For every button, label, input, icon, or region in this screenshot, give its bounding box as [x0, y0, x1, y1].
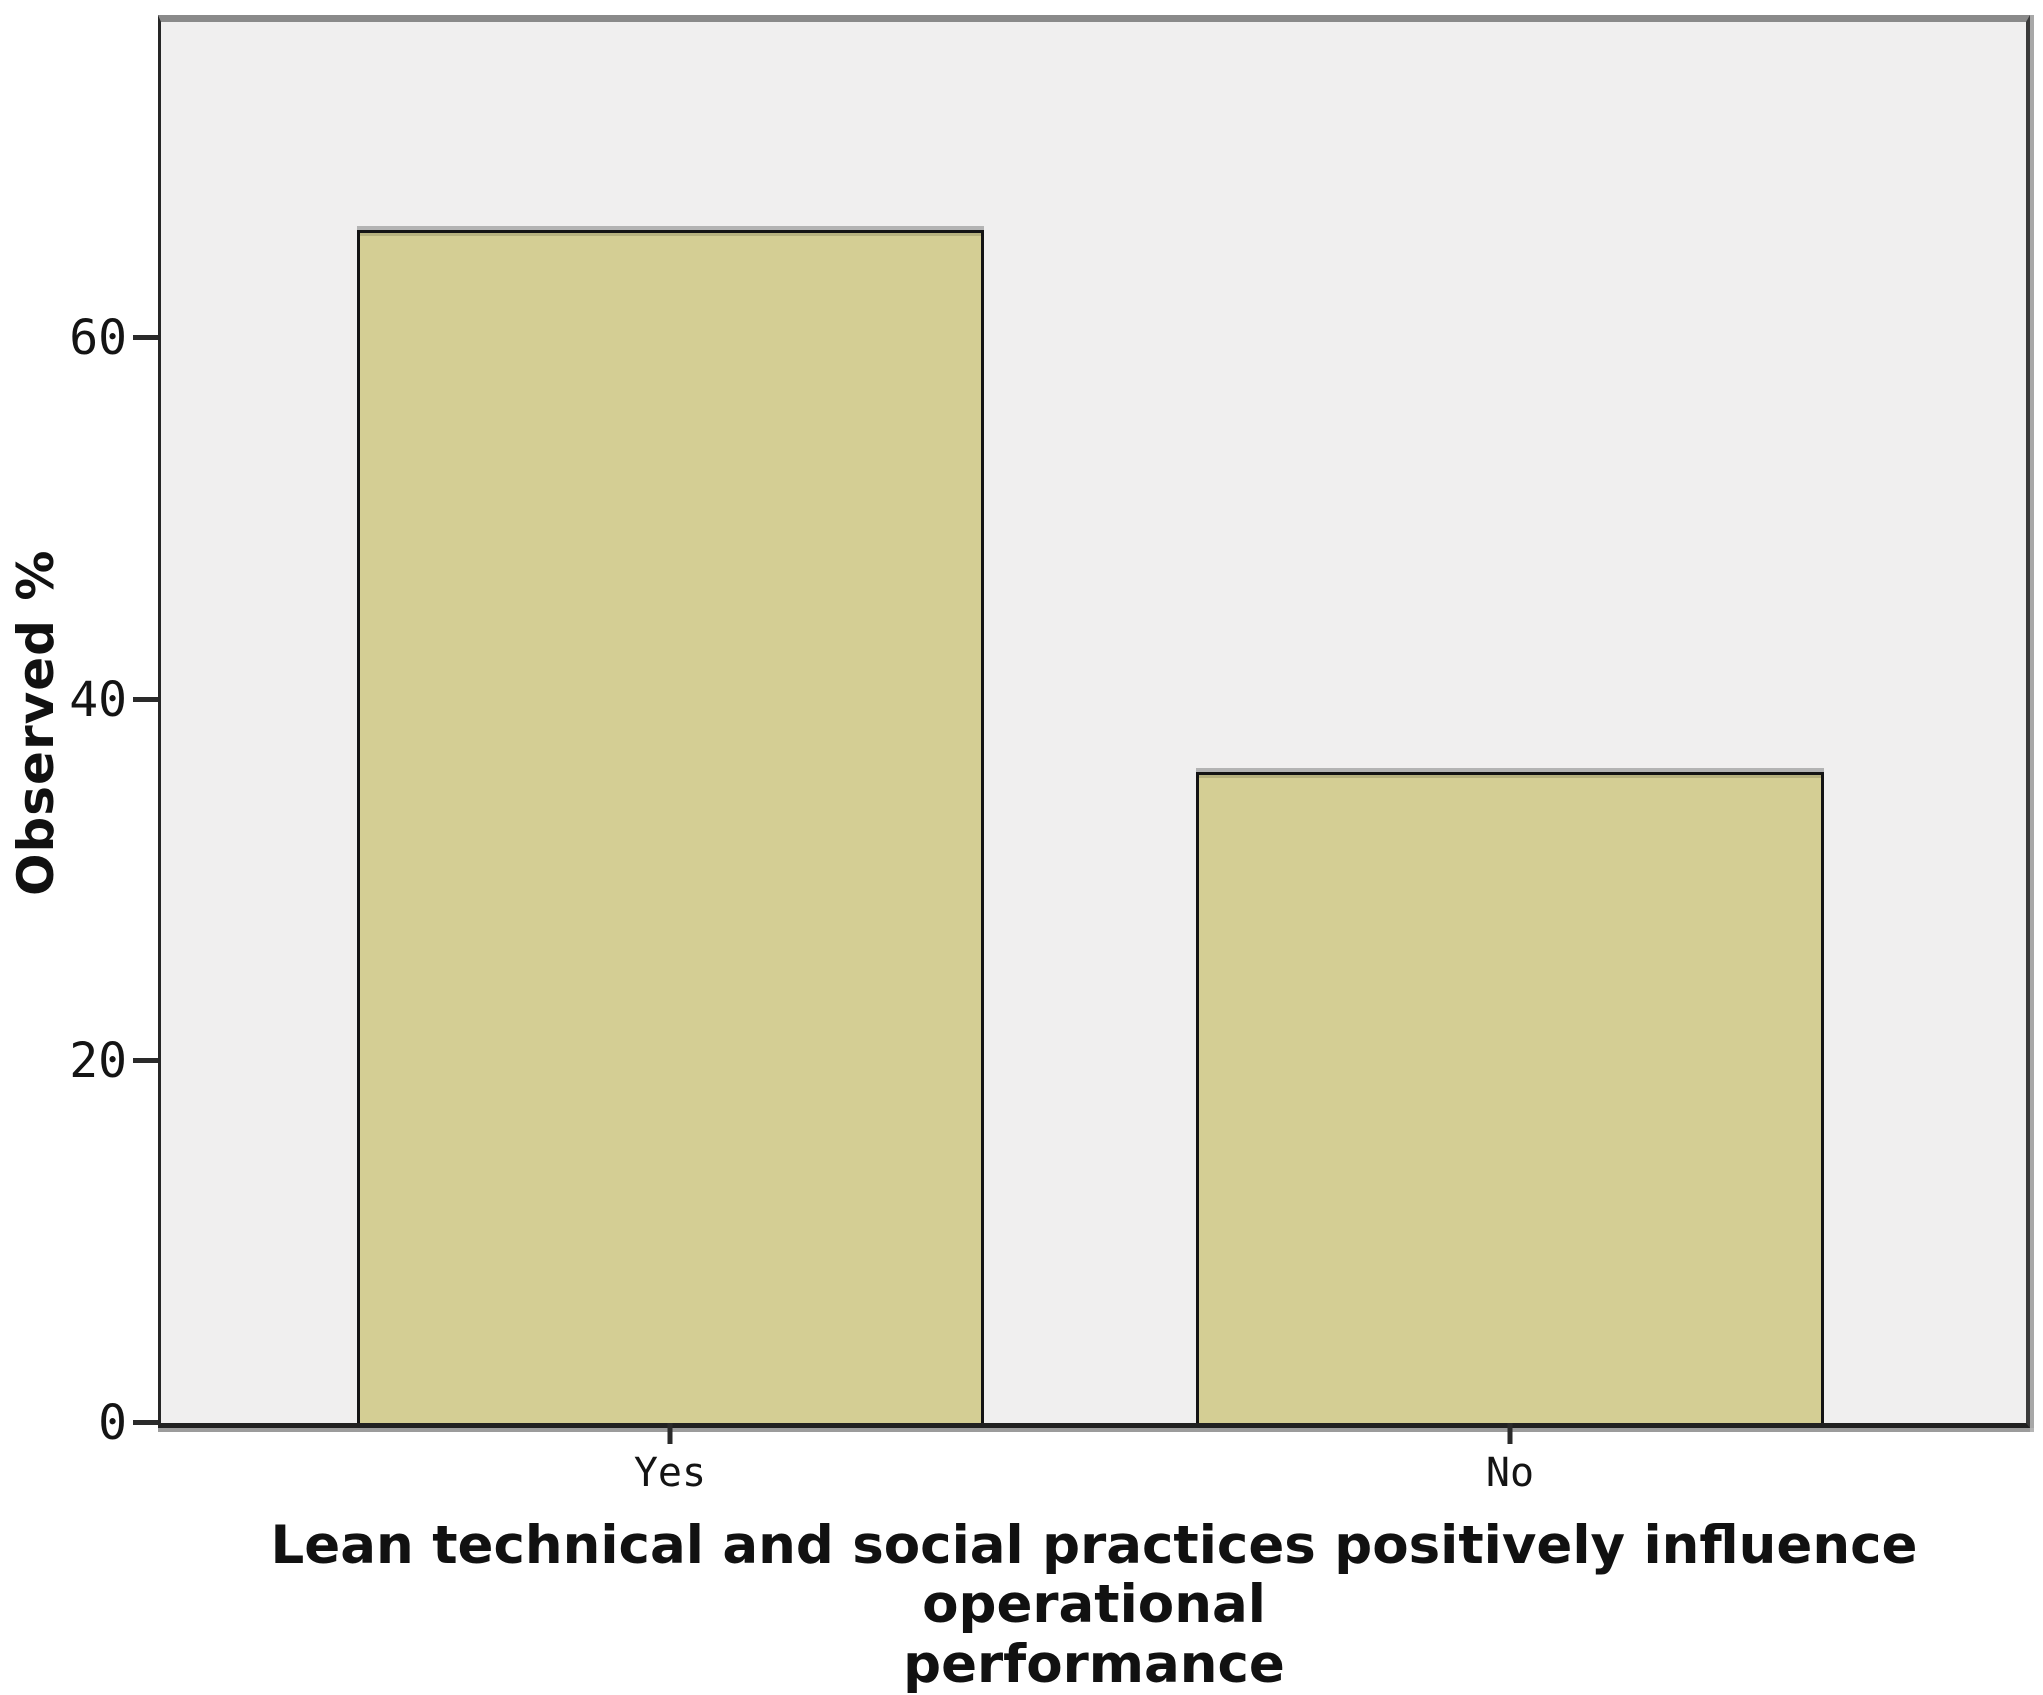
y-tick-mark: [133, 1058, 158, 1064]
y-axis-title: Observed %: [7, 549, 65, 897]
bar-yes: [357, 229, 984, 1423]
plot-area: 0 20 40 60 Yes No: [69, 15, 2030, 1493]
x-axis-title-line-2: performance: [903, 1633, 1285, 1695]
x-axis-title-line-1: Lean technical and social practices posi…: [270, 1515, 1918, 1636]
y-tick-label: 20: [69, 1033, 127, 1090]
y-tick-label: 0: [98, 1395, 127, 1451]
x-axis-title: Lean technical and social practices posi…: [158, 1516, 2030, 1694]
x-tick-label-no: No: [1485, 1450, 1535, 1496]
x-tick-mark-no: [1507, 1423, 1513, 1444]
bar-no: [1196, 772, 1824, 1423]
y-tick-label: 40: [69, 671, 127, 728]
x-tick-mark-yes: [667, 1423, 673, 1444]
x-tick-label-yes: Yes: [633, 1450, 707, 1496]
y-tick-mark: [133, 1420, 158, 1425]
y-tick-mark: [133, 696, 158, 702]
bar-chart-canvas: Observed % 0 20 40 60 Yes No Lean techni…: [7, 15, 2030, 1694]
y-tick-mark: [133, 335, 158, 341]
page: { "chart_data": { "type": "bar", "title"…: [7, 15, 2030, 1695]
y-tick-label: 60: [69, 310, 127, 367]
